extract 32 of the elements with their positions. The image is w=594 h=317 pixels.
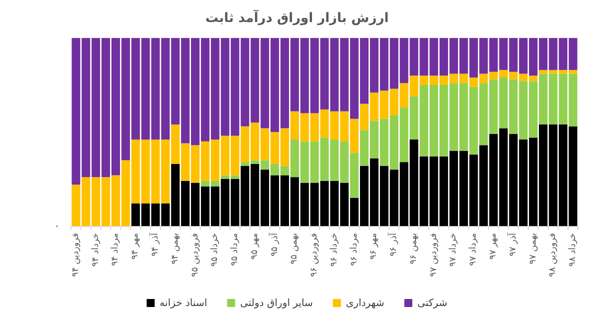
x-tick-label: فروردین ۹۵: [190, 233, 200, 277]
x-tick-label: آذر ۹۴: [148, 232, 160, 256]
legend-label: اسناد خزانه: [160, 298, 208, 309]
legend-label: شهرداری: [346, 298, 384, 309]
x-tick-label: بهمن ۹۷: [528, 233, 538, 264]
x-tick-label: خرداد ۹۵: [210, 233, 220, 267]
x-tick-label: مهر ۹۴: [130, 232, 141, 260]
legend-label: شرکتی: [417, 298, 448, 309]
x-tick-label: فروردین ۹۸: [548, 233, 558, 277]
x-tick-label: آذر ۹۶: [387, 232, 400, 256]
x-tick-label: فروردین ۹۷: [428, 233, 439, 277]
x-tick-label: بهمن ۹۴: [170, 233, 180, 264]
x-tick-label: مرداد ۹۷: [468, 232, 479, 266]
x-tick-label: مرداد ۹۵: [230, 232, 240, 266]
legend-label: سایر اوراق دولتی: [240, 298, 313, 309]
x-tick-label: خرداد ۹۷: [448, 233, 459, 267]
x-tick-label: مهر ۹۵: [250, 232, 260, 260]
x-tick-label: فروردین ۹۴: [70, 233, 81, 277]
x-tick-label: بهمن ۹۶: [408, 233, 419, 264]
x-tick-label: آذر ۹۵: [268, 232, 280, 256]
chart-title: ارزش بازار اوراق درآمد ثابت: [205, 9, 389, 26]
text: ۰: [54, 221, 60, 232]
x-tick-label: مرداد ۹۶: [349, 232, 360, 266]
x-tick-label: مهر ۹۶: [369, 232, 380, 260]
x-tick-label: خرداد ۹۴: [90, 233, 101, 267]
x-tick-label: خرداد ۹۸: [568, 233, 578, 267]
x-tick-label: بهمن ۹۵: [290, 233, 300, 264]
x-tick-label: مرداد ۹۴: [110, 232, 121, 266]
x-tick-label: آذر ۹۷: [506, 232, 518, 256]
x-tick-label: فروردین ۹۶: [310, 233, 320, 277]
x-tick-label: خرداد ۹۶: [329, 233, 340, 267]
x-tick-label: مهر ۹۷: [488, 232, 498, 260]
